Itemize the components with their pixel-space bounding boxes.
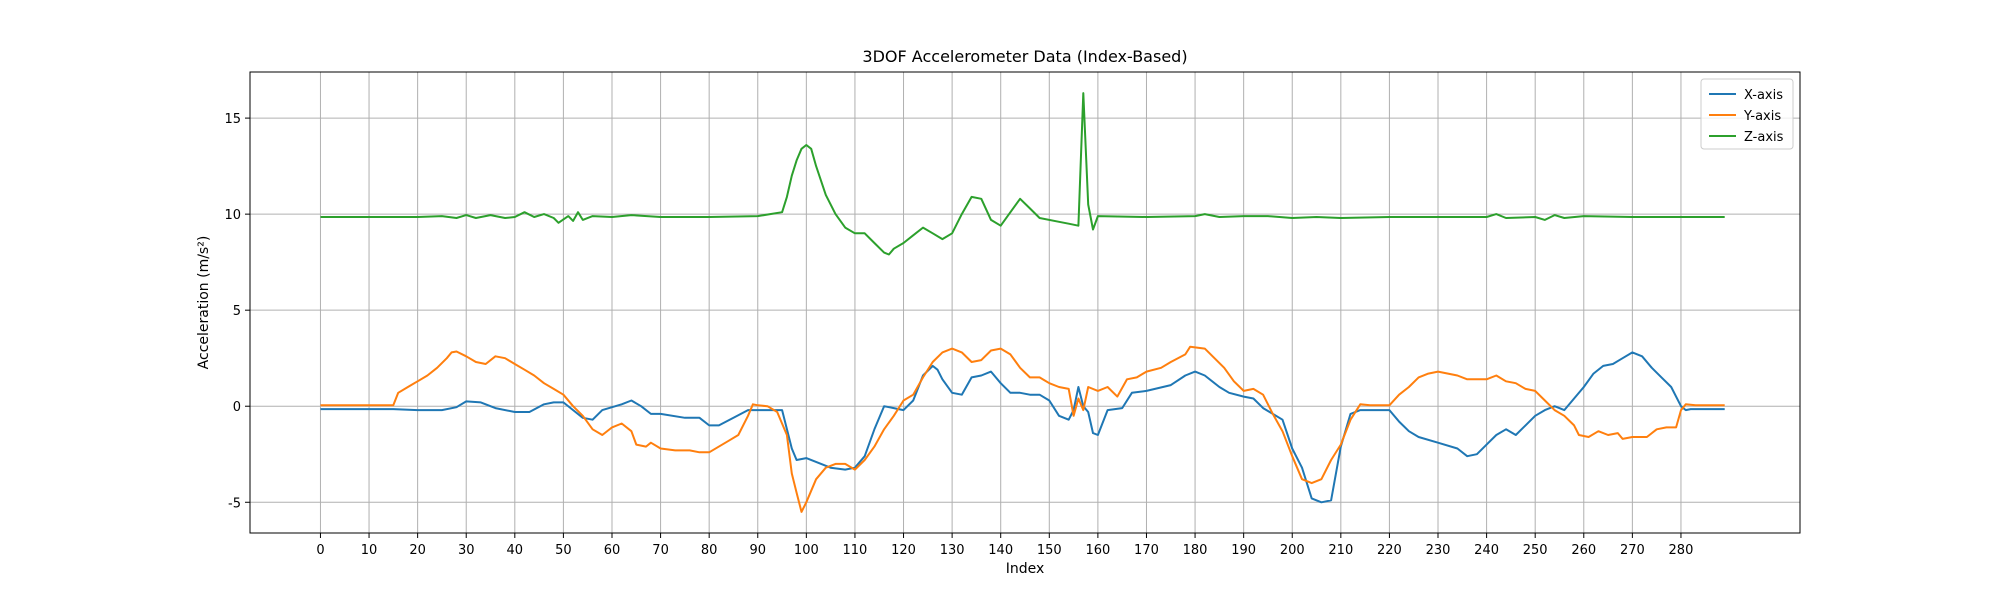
x-tick-label: 210: [1328, 543, 1353, 558]
x-tick-label: 150: [1037, 543, 1062, 558]
chart-title: 3DOF Accelerometer Data (Index-Based): [862, 47, 1187, 66]
legend-label: Y-axis: [1743, 109, 1781, 124]
y-tick-label: 15: [224, 112, 241, 127]
x-tick-label: 170: [1134, 543, 1159, 558]
x-tick-label: 190: [1231, 543, 1256, 558]
x-tick-label: 10: [361, 543, 378, 558]
x-tick-label: 220: [1377, 543, 1402, 558]
legend-box: [1700, 78, 1794, 150]
legend-label: X-axis: [1744, 88, 1783, 103]
x-axis-label: Index: [1006, 561, 1045, 577]
x-tick-label: 0: [316, 543, 324, 558]
x-tick-label: 100: [794, 543, 819, 558]
series-layer: [320, 92, 1725, 513]
x-tick-label: 50: [555, 543, 572, 558]
x-tick-label: 60: [604, 543, 621, 558]
x-tick-label: 160: [1085, 543, 1110, 558]
grid-layer: [250, 72, 1800, 533]
plot-frame: [249, 71, 1801, 534]
x-tick-label: 130: [940, 543, 965, 558]
series-line-z-axis: [320, 92, 1725, 256]
x-tick-label: 280: [1669, 543, 1694, 558]
series-line-x-axis: [320, 351, 1725, 504]
x-tick-label: 180: [1183, 543, 1208, 558]
y-tick-label: -5: [228, 496, 241, 511]
y-tick-label: 0: [233, 400, 241, 415]
x-tick-label: 240: [1474, 543, 1499, 558]
x-tick-label: 70: [652, 543, 669, 558]
y-tick-label: 5: [233, 304, 241, 319]
x-tick-label: 200: [1280, 543, 1305, 558]
x-tick-label: 20: [409, 543, 426, 558]
series-line-y-axis: [320, 345, 1725, 513]
legend-label: Z-axis: [1744, 130, 1784, 145]
chart-legend: X-axis Y-axis Z-axis: [1700, 78, 1794, 150]
x-tick-label: 250: [1523, 543, 1548, 558]
x-tick-label: 40: [507, 543, 524, 558]
x-tick-label: 110: [843, 543, 868, 558]
x-tick-label: 90: [749, 543, 766, 558]
x-tick-label: 30: [458, 543, 475, 558]
y-axis-label: Acceleration (m/s²): [196, 236, 212, 370]
y-tick-label: 10: [224, 208, 241, 223]
x-tick-label: 120: [891, 543, 916, 558]
x-tick-label: 140: [988, 543, 1013, 558]
x-tick-label: 80: [701, 543, 718, 558]
x-tick-label: 270: [1620, 543, 1645, 558]
x-tick-label: 230: [1426, 543, 1451, 558]
tick-layer: 0 10 20 30 40 50 60 70 80 90 100 110 120 130 140 150 160…: [224, 112, 1693, 558]
x-tick-label: 260: [1571, 543, 1596, 558]
